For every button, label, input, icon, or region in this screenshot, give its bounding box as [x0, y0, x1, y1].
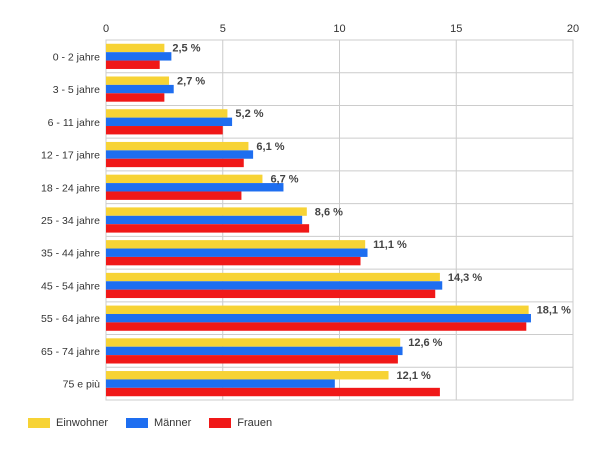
category-label: 55 - 64 jahre — [41, 313, 100, 325]
bar-m-nner — [106, 84, 174, 94]
category-label: 6 - 11 jahre — [48, 117, 100, 129]
category-label: 25 - 34 jahre — [41, 215, 100, 227]
data-label: 14,3 % — [448, 272, 482, 284]
category-label: 75 e più — [63, 379, 101, 391]
bar-m-nner — [106, 346, 403, 356]
legend-label: Frauen — [237, 417, 273, 429]
data-label: 6,7 % — [270, 174, 298, 186]
legend: Einwohner Männer Frauen — [28, 417, 290, 429]
legend-item: Männer — [125, 417, 192, 429]
bar-frauen — [106, 191, 242, 200]
bar-frauen — [106, 387, 440, 397]
bar-einwohner — [106, 338, 401, 347]
category-label: 18 - 24 jahre — [41, 182, 100, 194]
x-tick-label: 5 — [220, 23, 226, 35]
data-label: 2,7 % — [177, 75, 205, 87]
x-tick-label: 10 — [333, 23, 345, 35]
bar-m-nner — [106, 150, 254, 159]
bar-frauen — [106, 355, 398, 364]
bar-einwohner — [106, 43, 165, 53]
bar-frauen — [106, 60, 160, 69]
bar-layer — [106, 43, 531, 397]
legend-swatch — [28, 418, 50, 428]
bar-m-nner — [106, 183, 284, 192]
legend-swatch — [209, 418, 232, 428]
bar-frauen — [106, 93, 165, 102]
bar-m-nner — [106, 117, 233, 127]
bar-einwohner — [106, 76, 170, 85]
x-tick-label: 0 — [103, 23, 109, 35]
data-label: 8,6 % — [315, 206, 343, 218]
x-tick-label: 20 — [567, 23, 579, 35]
category-label: 65 - 74 jahre — [41, 346, 100, 358]
label-layer: 0 5 10 15 20 0 - 2 jahre 2,5 % 3 - 5 jahre 2,7 %… — [41, 23, 579, 391]
bar-m-nner — [106, 52, 172, 61]
x-tick-label: 15 — [450, 23, 462, 35]
bar-frauen — [106, 126, 223, 135]
bar-einwohner — [106, 109, 228, 118]
bar-frauen — [106, 158, 244, 168]
legend-swatch — [125, 418, 148, 428]
grid-layer — [105, 39, 574, 401]
legend-item: Einwohner — [28, 417, 108, 429]
category-label: 35 - 44 jahre — [41, 248, 100, 260]
bar-m-nner — [106, 215, 303, 225]
bar-frauen — [106, 322, 527, 331]
bar-einwohner — [106, 240, 366, 249]
category-label: 0 - 2 jahre — [53, 51, 100, 63]
data-label: 2,5 % — [172, 43, 200, 55]
bar-einwohner — [106, 371, 389, 380]
bar-einwohner — [106, 207, 307, 216]
bar-einwohner — [106, 272, 440, 282]
data-label: 11,1 % — [373, 239, 407, 251]
bar-frauen — [106, 256, 361, 266]
bar-einwohner — [106, 141, 249, 151]
bar-einwohner — [106, 174, 263, 184]
category-label: 45 - 54 jahre — [41, 280, 100, 292]
bar-m-nner — [106, 379, 335, 388]
bar-frauen — [106, 224, 310, 233]
data-label: 6,1 % — [256, 141, 284, 153]
bar-frauen — [106, 289, 436, 299]
category-label: 3 - 5 jahre — [53, 84, 100, 96]
data-label: 18,1 % — [537, 304, 571, 316]
bar-m-nner — [106, 313, 531, 323]
bar-m-nner — [106, 248, 368, 257]
data-label: 12,6 % — [408, 337, 442, 349]
data-label: 5,2 % — [235, 108, 263, 120]
legend-item: Frauen — [209, 417, 272, 429]
category-label: 12 - 17 jahre — [41, 150, 100, 162]
bar-einwohner — [106, 305, 529, 314]
data-label: 12,1 % — [397, 370, 431, 382]
bar-m-nner — [106, 281, 443, 290]
legend-label: Einwohner — [56, 417, 108, 429]
legend-label: Männer — [153, 417, 192, 429]
